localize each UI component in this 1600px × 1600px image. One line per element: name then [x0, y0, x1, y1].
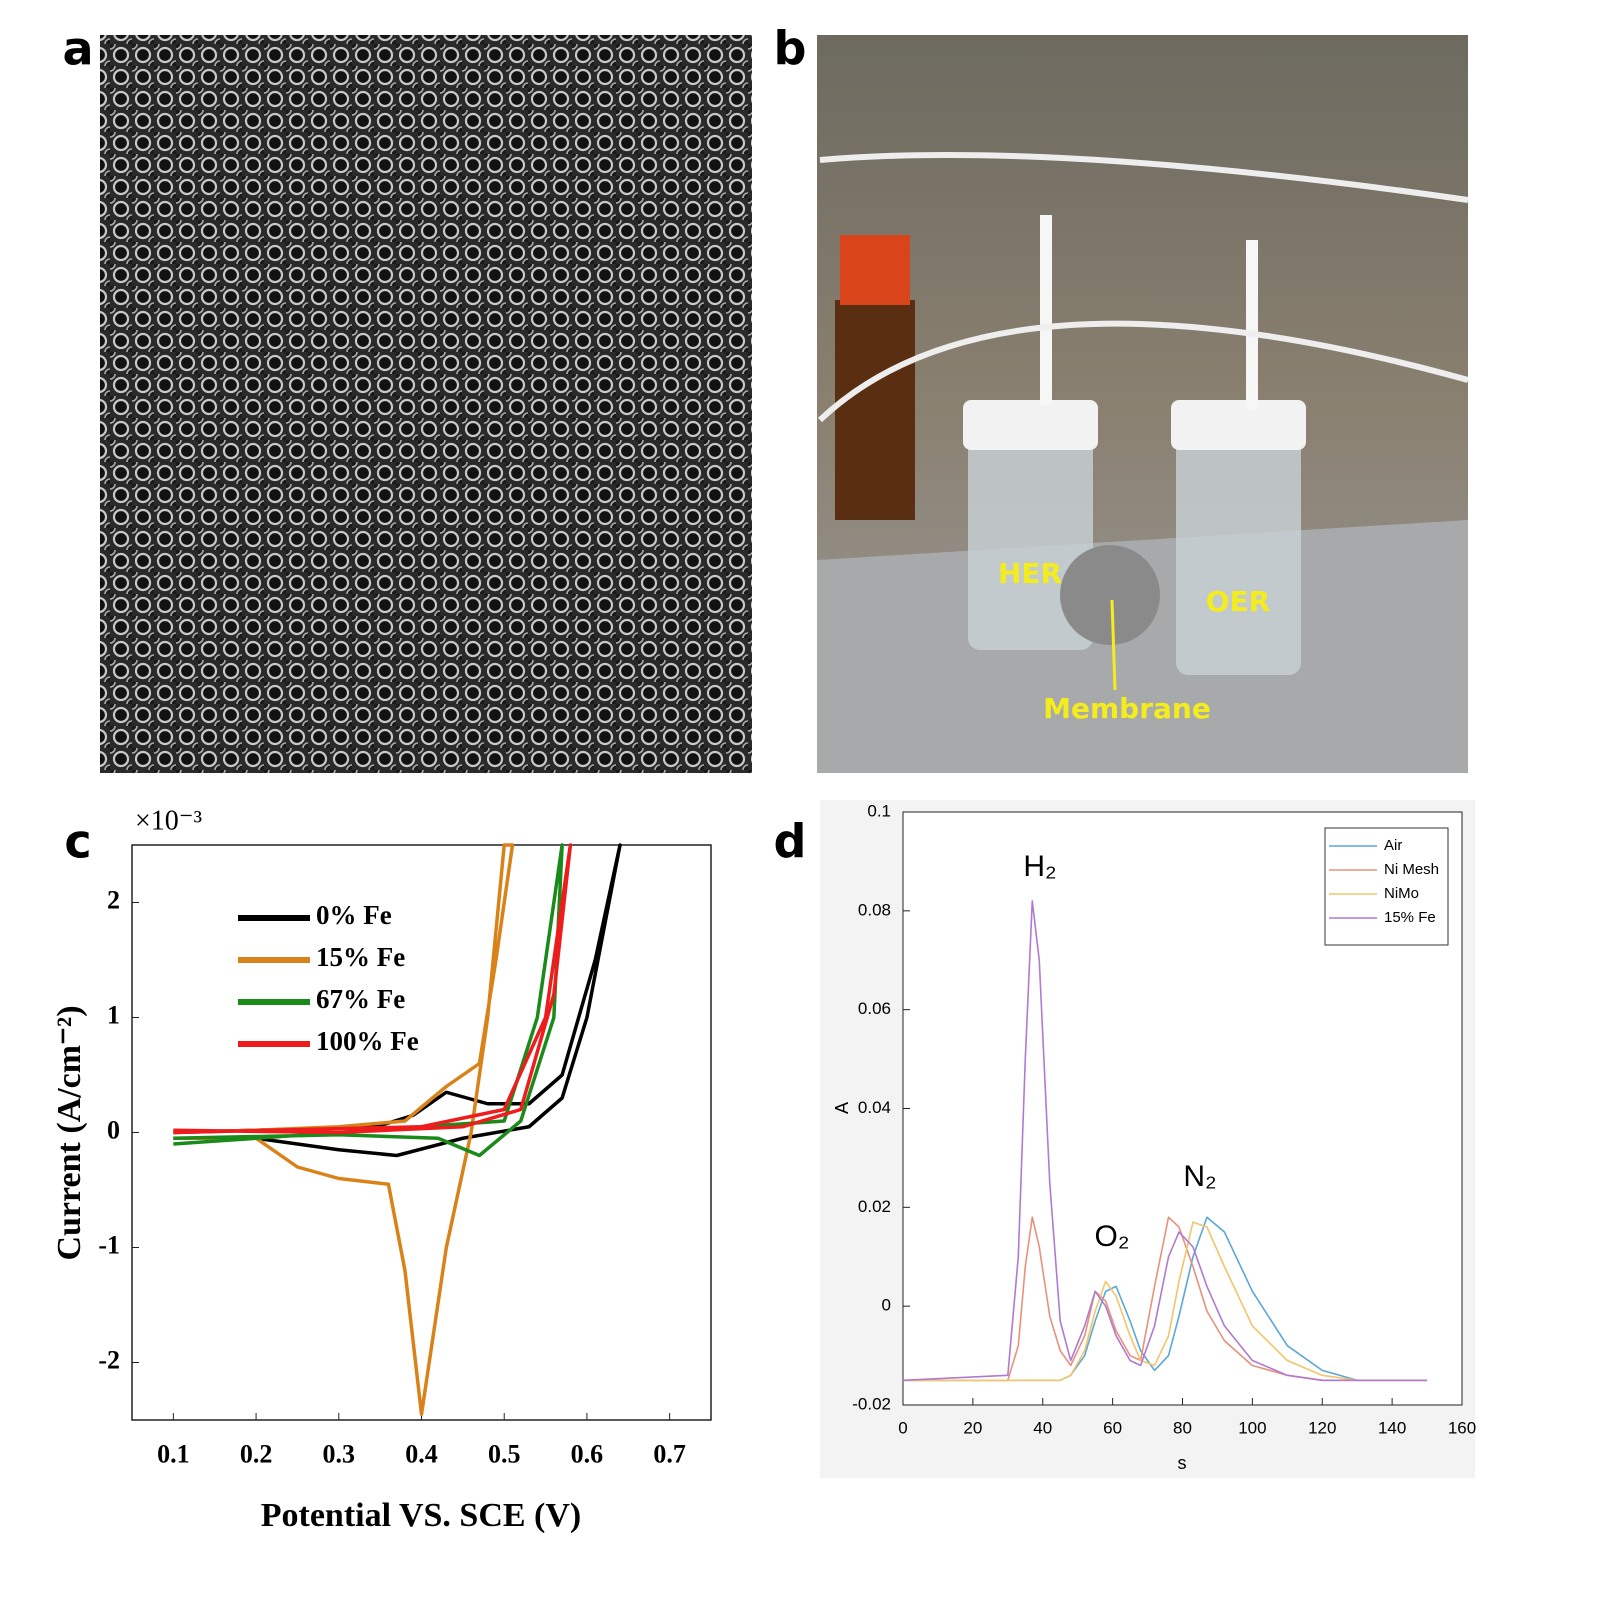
x-tick-label: 120 [1308, 1418, 1336, 1437]
x-tick-label: 0.4 [405, 1439, 438, 1468]
series-line [902, 900, 1428, 1382]
y-tick-label: 0.08 [858, 900, 891, 919]
series-line [173, 843, 573, 1135]
x-tick-label: 100 [1238, 1418, 1266, 1437]
y-tick-label: -2 [98, 1345, 120, 1374]
legend-label: 100% Fe [316, 1026, 419, 1056]
legend-label: Ni Mesh [1384, 861, 1439, 878]
x-tick-label: 20 [963, 1418, 982, 1437]
legend-box [1324, 827, 1449, 946]
series-line [173, 843, 515, 1416]
x-tick-label: 0.5 [488, 1439, 521, 1468]
x-axis-label: Potential VS. SCE (V) [261, 1497, 582, 1534]
x-tick-label: 40 [1033, 1418, 1052, 1437]
x-tick-label: 0.7 [653, 1439, 686, 1468]
annotation: H₂ [1023, 850, 1056, 883]
y-tick-label: 1 [107, 1000, 120, 1029]
foam-image [100, 35, 752, 773]
y-tick-label: 0 [882, 1296, 891, 1315]
x-tick-label: 60 [1103, 1418, 1122, 1437]
series-line [903, 1221, 1428, 1382]
x-tick-label: 80 [1173, 1418, 1192, 1437]
x-tick-label: 0.6 [571, 1439, 604, 1468]
y-tick-label: 2 [107, 885, 120, 914]
annotation: HER [998, 557, 1062, 590]
y-tick-label: 0.06 [858, 999, 891, 1018]
panel-label: d [774, 815, 807, 869]
x-tick-label: 0.1 [157, 1439, 190, 1468]
y-tick-label: -1 [98, 1230, 120, 1259]
annotation: O₂ [1095, 1220, 1130, 1253]
legend-label: NiMo [1384, 885, 1419, 902]
x-tick-label: 0 [898, 1418, 907, 1437]
lab-photo [817, 35, 1469, 773]
series-line [903, 1216, 1428, 1382]
annotation: Membrane [1043, 692, 1211, 725]
y-tick-label: -0.02 [852, 1394, 891, 1413]
annotation: OER [1206, 585, 1271, 618]
x-tick-label: 140 [1378, 1418, 1406, 1437]
y-tick-label: 0.02 [858, 1197, 891, 1216]
legend-label: 15% Fe [1384, 909, 1436, 926]
axis-multiplier: ×10⁻³ [135, 805, 202, 836]
x-axis-label: s [1178, 1453, 1187, 1473]
panel-label: c [64, 815, 91, 869]
x-tick-label: 0.3 [323, 1439, 356, 1468]
x-tick-label: 160 [1448, 1418, 1476, 1437]
y-tick-label: 0.1 [867, 801, 891, 820]
legend-label: 15% Fe [316, 942, 405, 972]
y-axis-label: Current (A/cm⁻²) [51, 1005, 88, 1260]
annotation: N₂ [1183, 1160, 1216, 1193]
panel-label: b [774, 22, 807, 76]
panel-label: a [62, 22, 93, 76]
legend-label: Air [1384, 837, 1402, 854]
series-line [173, 843, 622, 1158]
y-tick-label: 0 [107, 1115, 120, 1144]
legend-label: 67% Fe [316, 984, 405, 1014]
y-tick-label: 0.04 [858, 1098, 891, 1117]
y-axis-label: A [832, 1102, 852, 1114]
series-line [173, 843, 564, 1158]
legend-label: 0% Fe [316, 900, 392, 930]
x-tick-label: 0.2 [240, 1439, 273, 1468]
